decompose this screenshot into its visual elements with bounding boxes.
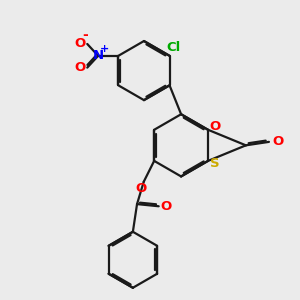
Text: O: O [209, 119, 220, 133]
Text: O: O [161, 200, 172, 213]
Text: O: O [135, 182, 146, 195]
Text: O: O [75, 61, 86, 74]
Text: -: - [82, 28, 88, 42]
Text: +: + [100, 44, 109, 54]
Text: Cl: Cl [166, 40, 180, 54]
Text: S: S [210, 158, 220, 170]
Text: O: O [75, 38, 86, 50]
Text: O: O [272, 135, 283, 148]
Text: N: N [93, 49, 104, 62]
